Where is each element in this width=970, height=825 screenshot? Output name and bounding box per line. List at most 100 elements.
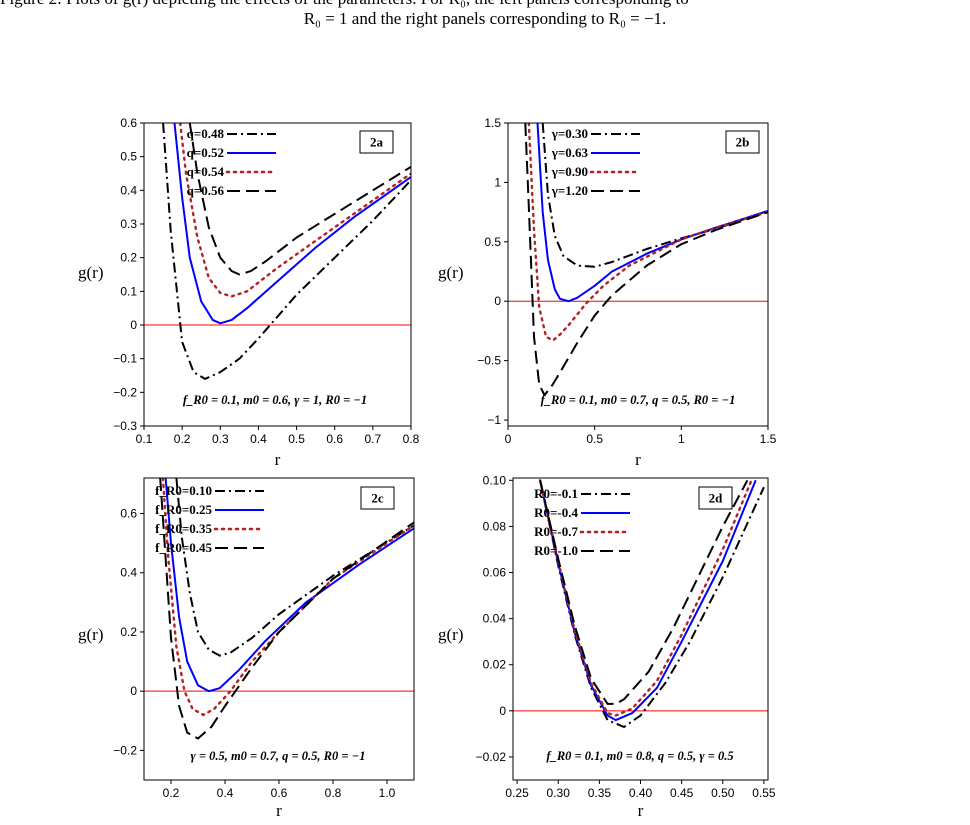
x-tick-label: 0.45 (670, 786, 694, 800)
x-tick-label: 0.4 (250, 432, 267, 446)
legend-entry-label: q=0.56 (187, 183, 225, 198)
x-axis-label: r (275, 450, 281, 469)
x-axis-label: r (638, 801, 644, 820)
y-tick-label: 0.2 (120, 251, 137, 265)
legend: R0=-0.1 R0=-0.4 R0=-0.7 R0=-1.0 (534, 486, 632, 558)
panel-tag-box (698, 486, 733, 510)
series-line-1 (162, 123, 411, 380)
plot-frame (143, 122, 412, 427)
series-line-3 (161, 478, 414, 717)
parameter-annotation: f_R0 = 0.1, m0 = 0.6, γ = 1, R0 = −1 (183, 393, 367, 407)
x-tick-label: 0.30 (547, 786, 571, 800)
legend-entry-label: γ=0.30 (551, 126, 588, 141)
y-tick-label: 0.02 (483, 658, 507, 672)
x-tick-label: 0.25 (505, 786, 529, 800)
parameter-annotation: f_R0 = 0.1, m0 = 0.8, q = 0.5, γ = 0.5 (546, 749, 733, 763)
y-tick-label: 0.10 (483, 473, 507, 487)
legend-entry-label: R0=-0.1 (534, 486, 578, 501)
y-tick-label: 0.08 (483, 519, 507, 533)
panel-tag-box (360, 486, 395, 510)
y-tick-label: 0.04 (483, 612, 507, 626)
series-line-2 (173, 123, 411, 325)
x-tick-label: 0.6 (271, 786, 288, 800)
caption-line-2: R₀ = 1 and the right panels correspondin… (303, 9, 667, 28)
series-line-2 (536, 123, 768, 303)
legend-entry-label: q=0.52 (187, 145, 224, 160)
x-tick-label: 0.8 (403, 432, 420, 446)
panel-tag-label: 2d (709, 491, 724, 506)
y-tick-label: −0.5 (477, 354, 501, 368)
series-line-3 (179, 123, 411, 298)
panel-tag-box (725, 130, 760, 154)
plot-frame (507, 122, 769, 427)
y-tick-label: 0.3 (120, 217, 137, 231)
x-tick-label: 0 (505, 432, 512, 446)
y-tick-label: 0.1 (120, 284, 137, 298)
legend-entry-label: q=0.54 (187, 164, 225, 179)
x-tick-label: 0.6 (326, 432, 343, 446)
x-tick-label: 0.5 (288, 432, 305, 446)
y-tick-label: −0.2 (113, 385, 137, 399)
y-tick-label: 0 (494, 294, 501, 308)
panel-tag-label: 2c (371, 491, 384, 506)
y-tick-label: 0 (130, 318, 137, 332)
x-tick-label: 0.3 (212, 432, 229, 446)
panel-2b: −1−0.500.511.50 0.5 1 1.5g(r)rγ=0.30γ=0.63γ… (438, 116, 777, 469)
legend-entry-label: γ=0.63 (551, 145, 589, 160)
y-axis-label: g(r) (78, 625, 103, 644)
series-line-1 (541, 123, 768, 268)
x-tick-label: 0.5 (586, 432, 603, 446)
x-tick-label: 0.55 (752, 786, 776, 800)
legend-entry-label: f_R0=0.10 (155, 483, 212, 498)
series-line-2 (164, 478, 414, 693)
y-tick-label: −0.3 (113, 419, 137, 433)
x-axis-label: r (276, 801, 282, 820)
legend-entry-label: q=0.48 (187, 126, 225, 141)
legend-entry-label: R0=-0.7 (534, 524, 578, 539)
y-axis-label: g(r) (438, 625, 463, 644)
x-axis-label: r (635, 450, 641, 469)
y-tick-label: 0.2 (120, 625, 137, 639)
parameter-annotation: f_R0 = 0.1, m0 = 0.7, q = 0.5, R0 = −1 (541, 393, 736, 407)
y-tick-label: −0.02 (476, 750, 507, 764)
series-line-3 (527, 123, 768, 342)
y-tick-label: 0.6 (120, 116, 137, 130)
legend: γ=0.30 γ=0.63 γ=0.90 γ=1.20 (551, 126, 642, 198)
y-tick-label: 0.5 (120, 150, 137, 164)
panel-2a: −0.3 −0.2 −0.1 0 0.1 0.2 0.3 0.4 0.5 0.6 0.1 0.2 0.3… (78, 116, 420, 469)
panel-2c: −0.2 0 0.2 0.4 0.6 0.2 0.4 0.6 0.8 1.0 g(r) r f_R0=0… (78, 477, 415, 820)
y-tick-label: 1.5 (484, 116, 501, 130)
x-tick-label: 0.4 (217, 786, 234, 800)
panel-tag-label: 2b (736, 135, 750, 150)
y-tick-label: 0.5 (484, 235, 501, 249)
series-line-3 (538, 479, 753, 717)
legend: f_R0=0.10 f_R0=0.25 f_R0=0.35 f_R0=0.45 (155, 483, 266, 555)
x-tick-label: 0.2 (163, 786, 180, 800)
legend-entry-label: γ=1.20 (551, 183, 588, 198)
y-tick-label: 0.6 (120, 507, 137, 521)
y-axis-label: g(r) (78, 263, 103, 282)
x-tick-label: 0.2 (174, 432, 191, 446)
y-tick-label: 0.06 (483, 566, 507, 580)
series-line-4 (188, 123, 411, 276)
x-tick-label: 1.5 (760, 432, 777, 446)
legend-entry-label: R0=-1.0 (534, 543, 578, 558)
x-tick-label: 0.35 (588, 786, 612, 800)
y-tick-label: 0 (499, 704, 506, 718)
y-tick-label: −0.1 (113, 352, 137, 366)
legend-entry-label: f_R0=0.35 (155, 521, 212, 536)
x-tick-label: 0.8 (325, 786, 342, 800)
series-line-1 (175, 478, 414, 657)
caption-line-1: Figure 2: Plots of g(r) depicting the ef… (0, 0, 970, 9)
legend-entry-label: γ=0.90 (551, 164, 588, 179)
y-tick-label: −0.2 (113, 743, 137, 757)
series-line-4 (539, 479, 749, 705)
panel-tag-box (359, 130, 394, 154)
y-tick-label: −1 (487, 413, 501, 427)
panel-tag-label: 2a (370, 135, 384, 150)
x-tick-label: 0.1 (136, 432, 153, 446)
y-axis-label: g(r) (438, 263, 463, 282)
y-tick-label: 0.4 (120, 183, 137, 197)
parameter-annotation: γ = 0.5, m0 = 0.7, q = 0.5, R0 = −1 (191, 749, 366, 763)
